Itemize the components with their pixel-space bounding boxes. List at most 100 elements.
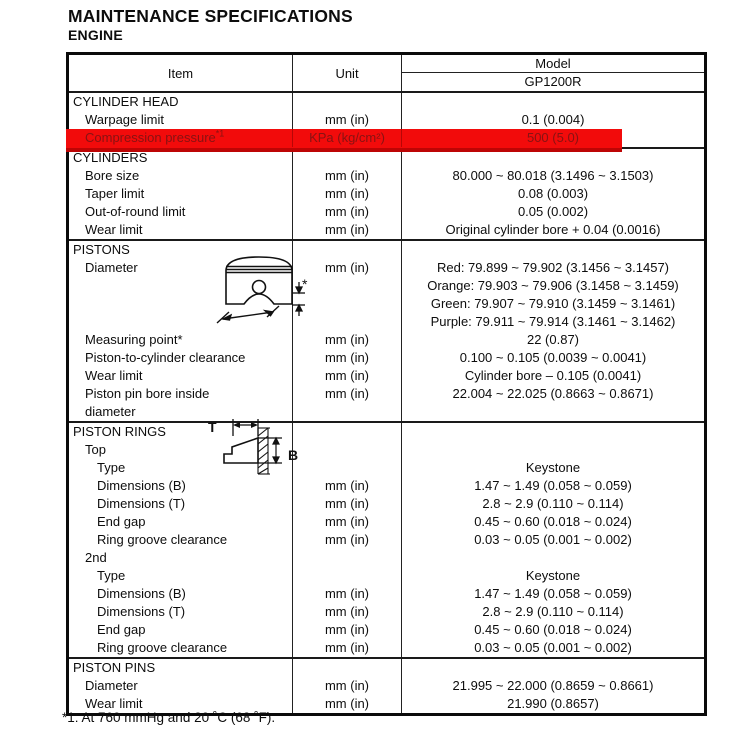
unit-cell [292,459,402,477]
unit-cell: mm (in) [292,167,402,185]
value-cell: 2.8 ~ 2.9 (0.110 ~ 0.114) [482,604,624,619]
header-model-group: Model GP1200R [402,55,704,91]
spec-row: Bore size mm (in) 80.000 ~ 80.018 (3.1496 … [69,167,704,185]
value-cell [402,441,704,459]
value-line: Purple: 79.911 ~ 79.914 (3.1461 ~ 3.1462… [430,314,676,329]
value-cell: Keystone [525,460,581,475]
section-label: PISTON RINGS [73,424,166,439]
section-label: CYLINDERS [73,150,148,165]
unit-cell: mm (in) [292,367,402,385]
item-cell: Wear limit [85,222,143,237]
item-cell: Type [97,568,126,583]
spec-row: Ring groove clearance mm (in) 0.03 ~ 0.05 … [69,531,704,549]
value-line: Orange: 79.903 ~ 79.906 (3.1458 ~ 3.1459… [427,278,679,293]
piston-ring-diagram: T B [202,416,306,482]
spec-row: PISTON PINS [69,657,704,677]
spec-row: Dimensions (T) mm (in) 2.8 ~ 2.9 (0.110 ~ … [69,603,704,621]
spec-row: Dimensions (B) mm (in) 1.47 ~ 1.49 (0.058 … [69,585,704,603]
spec-row: Piston pin bore inside diameter mm (in) 22.… [69,385,704,421]
spec-row: End gap mm (in) 0.45 ~ 0.60 (0.018 ~ 0.024… [69,513,704,531]
unit-cell: mm (in) [292,513,402,531]
item-cell: Piston-to-cylinder clearance [85,350,246,365]
value-cell [402,93,704,111]
unit-cell [292,241,402,259]
spec-row: Out-of-round limit mm (in) 0.05 (0.002) [69,203,704,221]
item-cell: Measuring point* [85,332,183,347]
title-block: MAINTENANCE SPECIFICATIONS ENGINE [68,6,738,44]
value-cell: 0.03 ~ 0.05 (0.001 ~ 0.002) [474,532,632,547]
unit-cell: mm (in) [292,639,402,657]
item-cell: Diameter [85,678,138,693]
value-cell [402,241,704,259]
item-cell: Ring groove clearance [97,640,228,655]
ring-dimension-b-label: B [288,447,298,463]
item-cell: Dimensions (T) [97,496,186,511]
item-cell: Piston pin bore inside diameter [85,386,210,419]
value-cell: 0.45 ~ 0.60 (0.018 ~ 0.024) [474,622,632,637]
item-cell: Compression pressure*1 [85,128,225,145]
unit-cell: mm (in) [292,203,402,221]
item-cell: Dimensions (B) [97,478,186,493]
page-subtitle: ENGINE [68,27,123,43]
value-cell: 0.08 (0.003) [517,186,589,201]
specifications-table: Item Unit Model GP1200R CYLINDER HEAD War… [66,52,707,716]
section-label: PISTON PINS [73,660,156,675]
value-cell: 22 (0.87) [526,332,580,347]
spec-row: Wear limit mm (in) 21.990 (0.8657) [69,695,704,713]
unit-cell [292,567,402,585]
unit-cell: mm (in) [292,621,402,639]
value-line: Green: 79.907 ~ 79.910 (3.1459 ~ 3.1461) [430,296,676,311]
spec-row: PISTON RINGS [69,421,704,441]
header-unit: Unit [292,55,402,91]
value-cell: 22.004 ~ 22.025 (0.8663 ~ 0.8671) [452,386,654,401]
header-model-value: GP1200R [524,74,582,89]
section-label: CYLINDER HEAD [73,94,179,109]
unit-cell: mm (in) [292,221,402,239]
item-cell: Bore size [85,168,140,183]
unit-cell: mm (in) [292,677,402,695]
ring-dimension-t-label: T [208,419,217,435]
unit-cell: mm (in) [292,385,402,421]
item-cell: Ring groove clearance [97,532,228,547]
value-cell: 1.47 ~ 1.49 (0.058 ~ 0.059) [474,586,632,601]
spec-row: Measuring point* mm (in) 22 (0.87) [69,331,704,349]
spec-row: Top [69,441,704,459]
value-cell: 0.45 ~ 0.60 (0.018 ~ 0.024) [474,514,632,529]
value-cell: 1.47 ~ 1.49 (0.058 ~ 0.059) [474,478,632,493]
value-cell [402,423,704,441]
item-cell: 2nd [85,550,107,565]
value-cell: Cylinder bore – 0.105 (0.0041) [464,368,642,383]
value-cell: Keystone [525,568,581,583]
spec-row: Type Keystone [69,567,704,585]
item-cell: Wear limit [85,696,143,711]
item-cell: Top [85,442,106,457]
unit-cell: mm (in) [292,603,402,621]
unit-cell [292,93,402,111]
unit-cell [292,549,402,567]
value-cell: Original cylinder bore + 0.04 (0.0016) [445,222,661,237]
header-model: Model [402,55,704,73]
unit-cell [292,423,402,441]
spec-row: PISTONS [69,239,704,259]
spec-row: Warpage limit mm (in) 0.1 (0.004) [69,111,704,129]
footnote: *1: At 760 mmHg and 20 ˚C (68 ˚F). [62,710,276,725]
table-body: CYLINDER HEAD Warpage limit mm (in) 0.1 (0.… [66,91,704,713]
value-cell: 500 (5.0) [526,130,580,145]
value-cell: 0.1 (0.004) [521,112,585,127]
unit-cell [292,441,402,459]
spec-row-highlighted: Compression pressure*1 KPa (kg/cm²) 500 (5… [66,128,704,152]
unit-cell: mm (in) [292,331,402,349]
unit-cell: mm (in) [292,477,402,495]
item-cell: Warpage limit [85,112,164,127]
section-label: PISTONS [73,242,130,257]
item-cell: Dimensions (B) [97,586,186,601]
item-cell: End gap [97,514,146,529]
unit-cell [292,659,402,677]
header-item: Item [167,65,194,81]
item-cell: Out-of-round limit [85,204,186,219]
value-cell: 0.05 (0.002) [517,204,589,219]
value-cell: 0.03 ~ 0.05 (0.001 ~ 0.002) [474,640,632,655]
spec-row: Ring groove clearance mm (in) 0.03 ~ 0.05 … [69,639,704,657]
spec-row: Wear limit mm (in) Cylinder bore – 0.105 (… [69,367,704,385]
